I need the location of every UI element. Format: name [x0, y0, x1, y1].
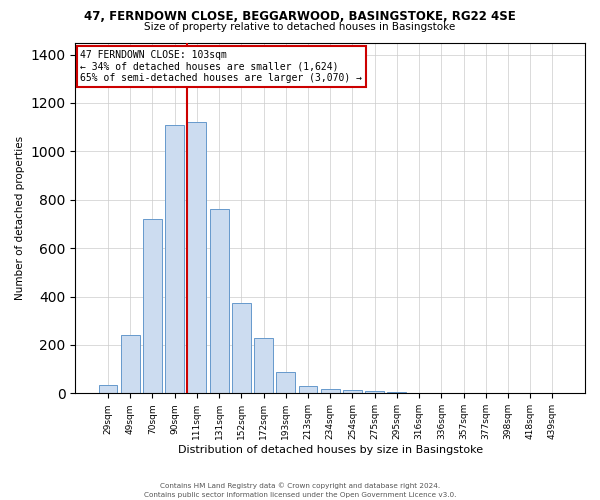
Bar	[98, 385, 118, 394]
Text: 47, FERNDOWN CLOSE, BEGGARWOOD, BASINGSTOKE, RG22 4SE: 47, FERNDOWN CLOSE, BEGGARWOOD, BASINGST…	[84, 10, 516, 23]
Bar	[209, 210, 229, 394]
Bar	[254, 338, 273, 394]
Text: Contains public sector information licensed under the Open Government Licence v3: Contains public sector information licen…	[144, 492, 456, 498]
Text: Size of property relative to detached houses in Basingstoke: Size of property relative to detached ho…	[145, 22, 455, 32]
Bar	[299, 386, 317, 394]
Text: 47 FERNDOWN CLOSE: 103sqm
← 34% of detached houses are smaller (1,624)
65% of se: 47 FERNDOWN CLOSE: 103sqm ← 34% of detac…	[80, 50, 362, 82]
Text: Contains HM Land Registry data © Crown copyright and database right 2024.: Contains HM Land Registry data © Crown c…	[160, 482, 440, 489]
Bar	[321, 388, 340, 394]
Bar	[121, 336, 140, 394]
Bar	[388, 392, 406, 394]
Bar	[165, 125, 184, 394]
X-axis label: Distribution of detached houses by size in Basingstoke: Distribution of detached houses by size …	[178, 445, 483, 455]
Bar	[187, 122, 206, 394]
Bar	[232, 302, 251, 394]
Y-axis label: Number of detached properties: Number of detached properties	[15, 136, 25, 300]
Bar	[343, 390, 362, 394]
Bar	[143, 219, 162, 394]
Bar	[277, 372, 295, 394]
Bar	[365, 391, 384, 394]
